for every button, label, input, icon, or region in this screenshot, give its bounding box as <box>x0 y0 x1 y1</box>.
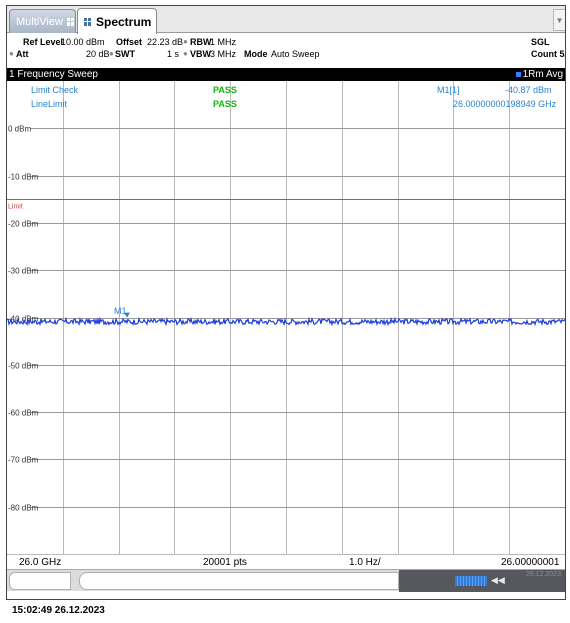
ref-level-value: 10.00 dBm <box>61 37 105 47</box>
vbw-label: VBW <box>190 49 211 59</box>
frequency-axis-info: 26.0 GHz 20001 pts 1.0 Hz/ 26.00000001 G… <box>7 554 565 583</box>
tab-multiview[interactable]: MultiView <box>9 9 76 33</box>
settings-row-1: Ref Level 10.00 dBm Offset 22.23 dB ● RB… <box>7 36 565 48</box>
y-tick-label: -10 dBm <box>8 173 39 182</box>
limit-check-result: PASS <box>213 85 237 95</box>
rbw-value: 1 MHz <box>210 37 237 47</box>
offset-value: 22.23 dB <box>147 37 184 47</box>
status-message-field[interactable] <box>79 572 399 590</box>
timestamp: 15:02:49 26.12.2023 <box>12 605 105 616</box>
y-tick-label: -70 dBm <box>8 456 39 465</box>
sgl-label: SGL <box>531 37 550 47</box>
spectrum-plot[interactable]: 0 dBm -10 dBm -20 dBm -30 dBm -40 dBm -50 dBm… <box>7 81 565 554</box>
sweep-points: 20001 pts <box>203 557 247 568</box>
marker-plot-label: M1 <box>114 306 127 316</box>
window-title: 1 Frequency Sweep <box>9 69 98 80</box>
limit-line-label: Limit <box>8 204 23 211</box>
marker-level: -40.87 dBm <box>505 85 552 95</box>
tick-label-background <box>7 407 30 417</box>
y-tick-label: -30 dBm <box>8 267 39 276</box>
att-label: Att <box>16 49 29 59</box>
measurement-progress-bar <box>455 576 487 586</box>
window-title-bar: 1 Frequency Sweep 1Rm Avg <box>7 68 565 81</box>
offset-label: Offset <box>116 37 143 47</box>
tick-label-background <box>7 360 30 370</box>
vbw-value: 3 MHz <box>210 49 237 59</box>
analyzer-window: MultiView Spectrum ▼ Ref Level 10.00 dBm… <box>6 5 566 600</box>
tick-label-background <box>7 454 30 464</box>
mode-value: Auto Sweep <box>271 49 320 59</box>
y-tick-label: 0 dBm <box>8 125 31 134</box>
marker-frequency: 26.00000000198949 GHz <box>453 99 557 109</box>
tick-label-background <box>7 218 30 228</box>
rbw-label: RBW <box>190 37 212 47</box>
y-tick-label: -40 dBm <box>8 315 39 324</box>
limit-check-label: Limit Check <box>31 85 79 95</box>
trace-indicator: 1Rm Avg <box>515 68 563 81</box>
dot-icon: ● <box>109 49 114 58</box>
att-value: 20 dB <box>86 49 110 59</box>
dot-icon: ● <box>9 49 14 58</box>
marker-name: M1[1] <box>437 85 460 95</box>
marker-triangle <box>124 312 130 318</box>
y-tick-label: -60 dBm <box>8 409 39 418</box>
trace-label: 1Rm Avg <box>522 69 563 80</box>
mode-label: Mode <box>244 49 268 59</box>
tick-label-background <box>7 123 30 133</box>
spectrum-chart: 0 dBm -10 dBm -20 dBm -30 dBm -40 dBm -50 dBm… <box>7 81 565 554</box>
tick-label-background <box>7 265 30 275</box>
count-label: Count 5/5 <box>531 49 565 59</box>
tab-multiview-label: MultiView <box>16 15 63 28</box>
tab-bar: MultiView Spectrum ▼ <box>7 6 565 34</box>
swt-value: 1 s <box>167 49 180 59</box>
tab-spectrum[interactable]: Spectrum <box>77 8 157 34</box>
line-limit-label: LineLimit <box>31 99 68 109</box>
span-per-div: 1.0 Hz/ <box>349 557 381 568</box>
tick-label-background <box>7 502 30 512</box>
dot-icon: ● <box>183 37 188 46</box>
y-tick-label: -20 dBm <box>8 220 39 229</box>
trace-square-icon <box>515 72 521 77</box>
grid-icon <box>66 17 74 26</box>
start-frequency: 26.0 GHz <box>19 557 62 568</box>
trace-line <box>7 316 565 327</box>
tab-spectrum-label: Spectrum <box>96 14 152 29</box>
dot-icon: ● <box>183 49 188 58</box>
settings-row-2: ● Att 20 dB ● SWT 1 s ● VBW 3 MHz Mode A… <box>7 48 565 60</box>
grid-icon <box>84 17 91 26</box>
status-date-faint: 26.12.2023 <box>525 571 561 578</box>
swt-label: SWT <box>115 49 135 59</box>
sweep-status-icon: ◀◀ <box>491 575 505 585</box>
status-field-left[interactable] <box>9 572 71 590</box>
y-tick-label: -80 dBm <box>8 504 39 513</box>
tick-label-background <box>7 313 30 323</box>
status-bar: 26.12.2023 ◀◀ <box>7 569 565 592</box>
tick-label-background <box>7 171 30 181</box>
y-tick-label: -50 dBm <box>8 362 39 371</box>
chevron-down-icon[interactable]: ▼ <box>553 9 565 31</box>
line-limit-result: PASS <box>213 99 237 109</box>
ref-level-label: Ref Level <box>23 37 64 47</box>
